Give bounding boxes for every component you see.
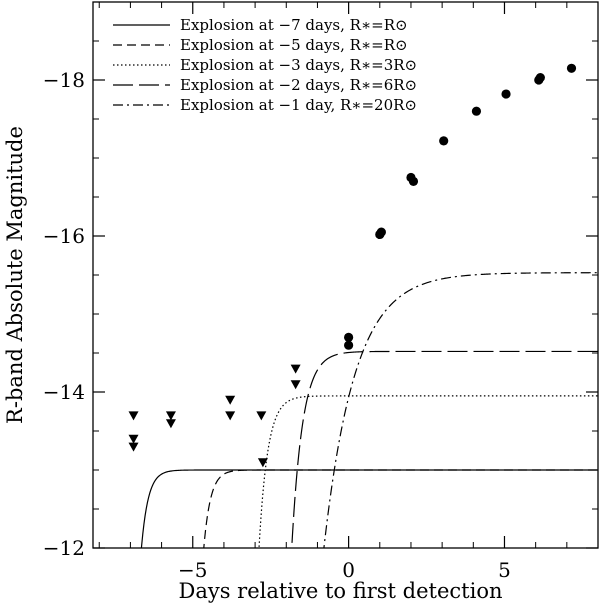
model-curve-dash-dot <box>323 272 598 548</box>
upper-limit-marker <box>256 411 267 421</box>
y-tick-label: −16 <box>43 224 85 248</box>
upper-limit-marker <box>225 411 236 421</box>
y-tick-label: −12 <box>43 536 85 560</box>
detection-point <box>501 89 511 99</box>
x-axis-title: Days relative to first detection <box>178 579 502 603</box>
detection-point <box>439 136 449 146</box>
upper-limit-marker <box>128 442 139 452</box>
upper-limit-marker <box>165 411 176 421</box>
detection-point <box>535 73 545 83</box>
legend-label: Explosion at −7 days, R∗=R⊙ <box>180 16 408 34</box>
model-curve-dotted <box>258 395 598 548</box>
upper-limit-marker <box>165 419 176 429</box>
upper-limit-marker <box>257 458 268 468</box>
detection-point <box>408 176 419 186</box>
legend-label: Explosion at −3 days, R∗=3R⊙ <box>180 56 417 74</box>
y-tick-label: −18 <box>43 68 85 92</box>
model-curve-long-dash <box>291 350 598 548</box>
upper-limit-marker <box>290 380 301 390</box>
detection-point <box>566 63 577 73</box>
upper-limit-marker <box>225 395 236 405</box>
legend-label: Explosion at −5 days, R∗=R⊙ <box>180 36 408 54</box>
model-curve-short-dash <box>203 469 598 548</box>
x-tick-label: 0 <box>342 558 355 582</box>
legend-label: Explosion at −1 day, R∗=20R⊙ <box>180 96 417 114</box>
detection-point <box>344 332 354 342</box>
detection-point <box>344 340 354 350</box>
upper-limit-marker <box>128 434 139 444</box>
legend-label: Explosion at −2 days, R∗=6R⊙ <box>180 76 417 94</box>
upper-limit-marker <box>128 411 139 421</box>
y-axis-title: R-band Absolute Magnitude <box>3 126 27 424</box>
x-tick-label: 5 <box>498 558 511 582</box>
y-tick-label: −14 <box>43 380 85 404</box>
upper-limit-marker <box>290 364 301 374</box>
detection-point <box>471 106 482 116</box>
detection-point <box>376 227 386 237</box>
x-tick-label: −5 <box>178 558 207 582</box>
